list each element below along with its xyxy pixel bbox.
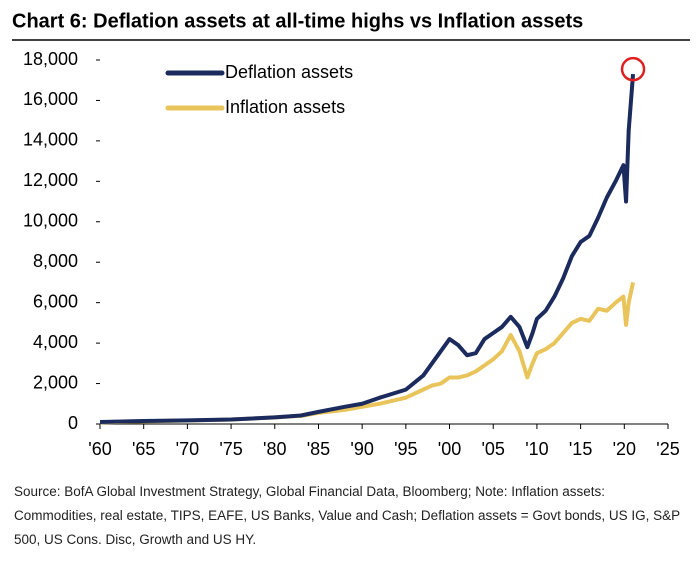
x-tick-label: '95 [394, 439, 417, 459]
x-tick-label: '20 [613, 439, 636, 459]
series-line [99, 74, 636, 424]
y-tick-label: 6,000 [33, 291, 78, 311]
x-tick-label: '85 [307, 439, 330, 459]
y-tick-label: 0 [68, 413, 78, 433]
y-tick-label: 8,000 [33, 251, 78, 271]
chart-title: Chart 6: Deflation assets at all-time hi… [12, 10, 583, 32]
y-tick-label: 10,000 [23, 211, 78, 231]
x-tick-label: '80 [263, 439, 286, 459]
y-tick-label: 18,000 [23, 49, 78, 69]
x-tick-label: '10 [525, 439, 548, 459]
y-tick-label: 16,000 [23, 89, 78, 109]
legend-label: Deflation assets [225, 62, 353, 82]
footnote: Source: BofA Global Investment Strategy,… [14, 484, 680, 547]
x-tick-label: '70 [176, 439, 199, 459]
x-tick-label: '90 [350, 439, 373, 459]
legend-label: Inflation assets [225, 97, 345, 117]
y-tick-label: 2,000 [33, 372, 78, 392]
y-tick-label: 4,000 [33, 332, 78, 352]
x-tick-label: '60 [88, 439, 111, 459]
x-tick-label: '75 [219, 439, 242, 459]
x-tick-label: '65 [132, 439, 155, 459]
y-tick-label: 14,000 [23, 130, 78, 150]
chart: Chart 6: Deflation assets at all-time hi… [12, 10, 690, 459]
y-tick-label: 12,000 [23, 170, 78, 190]
highlight-circle [620, 56, 646, 82]
x-tick-label: '25 [656, 439, 679, 459]
x-tick-label: '05 [481, 439, 504, 459]
x-tick-label: '00 [438, 439, 461, 459]
x-tick-label: '15 [569, 439, 592, 459]
